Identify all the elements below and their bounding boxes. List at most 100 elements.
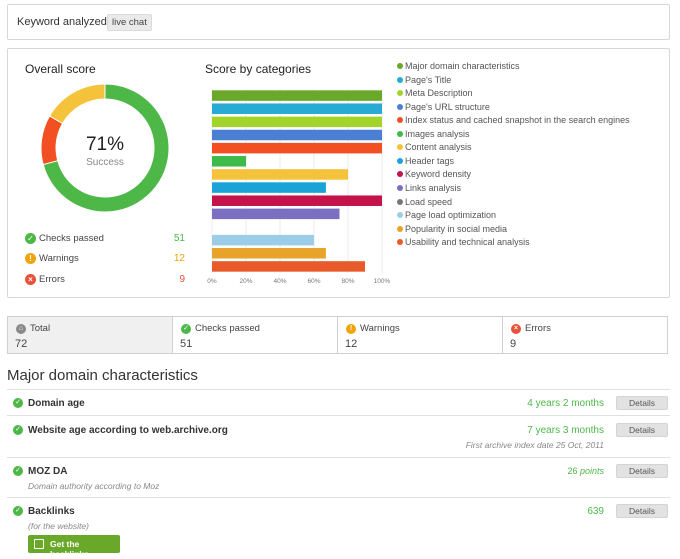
summary-warnings[interactable]: ! Warnings 12 — [338, 317, 503, 353]
summary-value: 51 — [180, 338, 193, 350]
summary-label: Warnings — [360, 323, 400, 334]
legend-label: Popularity in social media — [405, 223, 508, 234]
check-row-moz-da: ✓ MOZ DA Domain authority according to M… — [7, 457, 670, 497]
chart-tick-label: 80% — [341, 278, 354, 285]
chart-bar — [212, 116, 382, 128]
check-row-archive-age: ✓ Website age according to web.archive.o… — [7, 415, 670, 457]
legend-swatch — [397, 103, 403, 110]
chart-tick-label: 40% — [273, 278, 286, 285]
summary-bar: ⌂ Total 72 ✓ Checks passed 51 ! Warnings… — [7, 316, 668, 354]
keyword-tag: live chat — [107, 14, 152, 31]
legend-label: Images analysis — [405, 128, 470, 139]
check-subtitle: Domain authority according to Moz — [28, 481, 160, 491]
chart-bar — [212, 195, 382, 206]
summary-total[interactable]: ⌂ Total 72 — [8, 317, 173, 353]
legend-label: Index status and cached snapshot in the … — [405, 115, 630, 126]
chart-tick-label: 0% — [207, 278, 217, 285]
error-icon: × — [25, 274, 36, 285]
score-panel: Overall score Score by categories 71% Su… — [7, 48, 670, 298]
chart-bar — [212, 248, 326, 259]
backlinks-icon — [34, 539, 44, 549]
legend-swatch — [397, 130, 403, 137]
check-note: First archive index date 25 Oct, 2011 — [465, 440, 604, 450]
summary-label: Total — [30, 323, 51, 334]
error-icon: × — [511, 324, 521, 334]
details-button[interactable]: Details — [616, 396, 668, 410]
summary-value: 72 — [15, 338, 28, 350]
legend-item: Header tags — [395, 155, 665, 167]
legend-swatch — [397, 157, 403, 164]
legend-label: Load speed — [405, 196, 453, 207]
check-icon: ✓ — [13, 398, 23, 408]
legend-item: Images analysis — [395, 128, 665, 140]
check-value: 26 points — [567, 466, 604, 476]
legend-label: Keyword density — [405, 169, 472, 180]
chart-tick-label: 20% — [239, 278, 252, 285]
check-subtitle: (for the website) — [28, 521, 89, 531]
get-backlinks-button[interactable]: Get the backlinks — [28, 535, 120, 559]
stat-errors: × Errors 9 — [25, 273, 185, 287]
legend-label: Major domain characteristics — [405, 61, 520, 71]
legend-swatch — [397, 171, 403, 178]
summary-value: 12 — [345, 338, 358, 350]
chart-bar — [212, 129, 382, 141]
check-icon: ✓ — [181, 324, 191, 334]
get-backlinks-label: Get the backlinks — [50, 539, 89, 559]
chart-bar — [212, 156, 246, 167]
legend-label: Usability and technical analysis — [405, 237, 530, 248]
stat-warnings: ! Warnings 12 — [25, 252, 185, 266]
check-icon: ✓ — [13, 425, 23, 435]
chart-bar — [212, 234, 314, 246]
overall-score-status: Success — [86, 157, 124, 168]
check-title: MOZ DA — [28, 466, 68, 477]
warning-icon: ! — [346, 324, 356, 334]
legend-item: Page's Title — [395, 74, 665, 86]
check-title: Backlinks — [28, 506, 75, 517]
legend-item: Links analysis — [395, 182, 665, 194]
legend-item: Usability and technical analysis — [395, 236, 665, 248]
stat-label: Checks passed — [39, 233, 104, 244]
warning-icon: ! — [25, 253, 36, 264]
check-value-number: 26 — [567, 466, 578, 476]
chart-bar — [212, 142, 382, 154]
details-button[interactable]: Details — [616, 504, 668, 518]
legend-item: Popularity in social media — [395, 223, 665, 235]
legend-swatch — [397, 212, 403, 219]
keyword-panel: Keyword analyzed: live chat — [7, 4, 670, 40]
check-title: Domain age — [28, 398, 85, 409]
overall-score-donut — [41, 84, 169, 212]
summary-errors[interactable]: × Errors 9 — [503, 317, 667, 353]
check-row-domain-age: ✓ Domain age 4 years 2 months Details — [7, 389, 670, 415]
chart-bar — [212, 103, 382, 114]
legend-swatch — [397, 76, 403, 83]
legend-label: Page's Title — [405, 74, 452, 85]
details-button[interactable]: Details — [616, 464, 668, 478]
check-icon: ✓ — [13, 506, 23, 516]
legend-item: Page's URL structure — [395, 101, 665, 113]
chart-bar — [212, 261, 365, 272]
categories-title: Score by categories — [205, 62, 312, 76]
chart-bar — [212, 169, 348, 180]
summary-label: Errors — [525, 323, 551, 334]
chart-bar — [212, 90, 382, 101]
legend-item: Content analysis — [395, 141, 665, 153]
summary-checks-passed[interactable]: ✓ Checks passed 51 — [173, 317, 338, 353]
chart-bar — [212, 182, 326, 193]
legend-swatch — [397, 63, 403, 69]
check-value: 4 years 2 months — [527, 398, 604, 409]
chart-tick-label: 60% — [307, 278, 320, 285]
check-icon: ✓ — [25, 233, 36, 244]
chart-tick-label: 100% — [374, 278, 390, 285]
legend-label: Header tags — [405, 155, 455, 166]
keyword-label: Keyword analyzed: — [17, 16, 110, 28]
check-value: 639 — [587, 506, 604, 517]
details-button[interactable]: Details — [616, 423, 668, 437]
legend-swatch — [397, 225, 403, 232]
chart-bar — [212, 208, 340, 220]
legend-item: Index status and cached snapshot in the … — [395, 114, 665, 126]
legend-label: Page's URL structure — [405, 101, 490, 112]
legend-label: Page load optimization — [405, 210, 497, 221]
stat-value: 12 — [173, 253, 185, 264]
legend-swatch — [397, 90, 403, 97]
stat-value: 9 — [179, 274, 185, 285]
